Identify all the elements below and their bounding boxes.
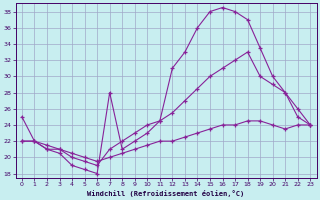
X-axis label: Windchill (Refroidissement éolien,°C): Windchill (Refroidissement éolien,°C) [87, 190, 245, 197]
